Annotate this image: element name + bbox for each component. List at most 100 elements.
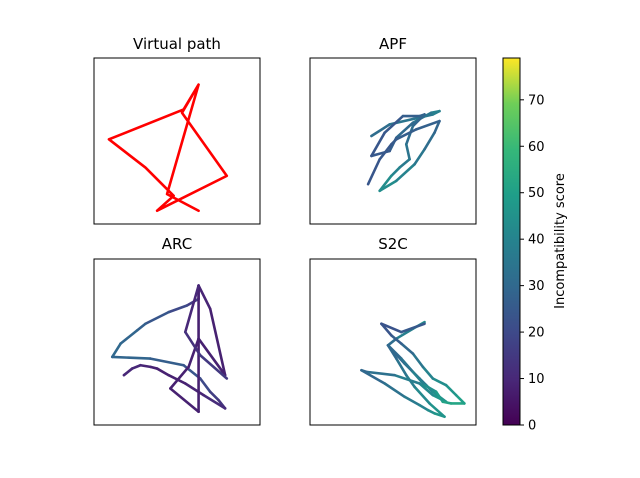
- path-segment: [149, 357, 185, 367]
- panel-s2c: S2C: [309, 235, 477, 426]
- path-segment: [403, 395, 421, 407]
- colorbar-label: Incompatibility score: [553, 173, 568, 309]
- panel-apf: APF: [309, 35, 477, 225]
- path-segment: [383, 114, 405, 134]
- path-segment: [434, 390, 445, 404]
- path-layer: [360, 320, 466, 419]
- path-segment: [423, 131, 436, 151]
- path-segment: [370, 131, 387, 158]
- path-segment: [110, 355, 152, 360]
- path-segment: [418, 403, 430, 412]
- path-segment: [411, 113, 426, 128]
- path-segment: [198, 353, 229, 380]
- path-segment: [399, 342, 415, 355]
- path-segment: [110, 342, 122, 359]
- path-segment: [393, 373, 421, 385]
- path-segment: [184, 284, 200, 334]
- path-segment: [370, 123, 391, 138]
- path-segment: [395, 327, 415, 340]
- path-segment: [423, 383, 438, 394]
- virtual-path-line: [107, 83, 229, 213]
- path-segment: [413, 148, 426, 166]
- path-segment: [444, 383, 458, 397]
- path-segment: [135, 322, 147, 332]
- panel-title: ARC: [162, 235, 192, 253]
- path-segment: [380, 322, 403, 334]
- path-segment: [404, 373, 416, 389]
- path-segment: [413, 385, 431, 405]
- path-segment: [130, 363, 142, 370]
- axes-frame: [93, 258, 261, 426]
- path-segment: [366, 157, 382, 186]
- path-segment: [441, 400, 453, 405]
- path-layer: [107, 83, 229, 213]
- path-segment: [187, 337, 200, 369]
- path-segment: [378, 143, 393, 161]
- path-segment: [119, 329, 139, 345]
- path-segment: [411, 352, 425, 369]
- colorbar-tick-label: 70: [528, 93, 545, 108]
- path-layer: [366, 109, 441, 193]
- path-segment: [399, 322, 426, 334]
- path-segment: [398, 157, 411, 169]
- path-segment: [167, 304, 189, 314]
- path-segment: [428, 402, 446, 419]
- path-segment: [365, 370, 396, 377]
- path-segment: [414, 119, 441, 131]
- colorbar-tick-label: 40: [528, 233, 545, 248]
- path-segment: [404, 124, 415, 146]
- path-segment: [144, 310, 170, 326]
- path-segment: [395, 162, 416, 183]
- path-segment: [421, 365, 435, 380]
- panel-title: Virtual path: [133, 35, 221, 53]
- path-segment: [360, 368, 387, 385]
- colorbar-ticks: 0 10 20 30 40 50 60 70: [520, 93, 545, 434]
- path-segment: [169, 365, 190, 390]
- path-segment: [433, 119, 441, 134]
- path-segment: [155, 367, 170, 377]
- colorbar-gradient: [503, 58, 520, 425]
- path-segment: [378, 179, 398, 193]
- path-segment: [390, 166, 401, 178]
- axes-frame: [309, 258, 477, 426]
- path-segment: [395, 357, 408, 377]
- panel-arc: ARC: [93, 235, 261, 426]
- path-segment: [386, 344, 403, 360]
- path-segment: [184, 330, 202, 357]
- axes-frame: [309, 57, 477, 225]
- panel-title: APF: [379, 35, 407, 53]
- path-segment: [404, 143, 411, 161]
- path-segment: [399, 357, 415, 374]
- colorbar-tick-label: 50: [528, 186, 545, 201]
- path-segment: [184, 382, 205, 397]
- path-segment: [429, 109, 441, 115]
- colorbar-tick-label: 0: [528, 419, 536, 434]
- colorbar: 0 10 20 30 40 50 60 70 Incompatibility score: [502, 57, 568, 434]
- path-segment: [202, 393, 227, 410]
- path-segment: [208, 390, 220, 402]
- panel-title: S2C: [378, 235, 408, 253]
- axes-frame: [93, 57, 261, 225]
- path-segment: [411, 370, 426, 387]
- path-segment: [454, 393, 466, 405]
- path-segment: [418, 382, 435, 397]
- colorbar-tick-label: 60: [528, 140, 545, 155]
- path-segment: [122, 367, 134, 377]
- colorbar-frame: [502, 57, 521, 426]
- path-segment: [395, 121, 415, 139]
- colorbar-tick-label: 30: [528, 279, 545, 294]
- path-segment: [390, 334, 403, 345]
- path-segment: [431, 377, 448, 387]
- panel-virtual-path: Virtual path: [93, 35, 261, 225]
- path-segment: [169, 387, 200, 414]
- path-segment: [198, 377, 212, 394]
- path-segment: [139, 363, 152, 369]
- path-segment: [383, 382, 406, 399]
- path-segment: [208, 307, 227, 377]
- path-layer: [110, 284, 229, 414]
- path-segment: [395, 128, 418, 141]
- colorbar-tick-label: 10: [528, 372, 545, 387]
- colorbar-tick-label: 20: [528, 326, 545, 341]
- path-segment: [197, 337, 227, 377]
